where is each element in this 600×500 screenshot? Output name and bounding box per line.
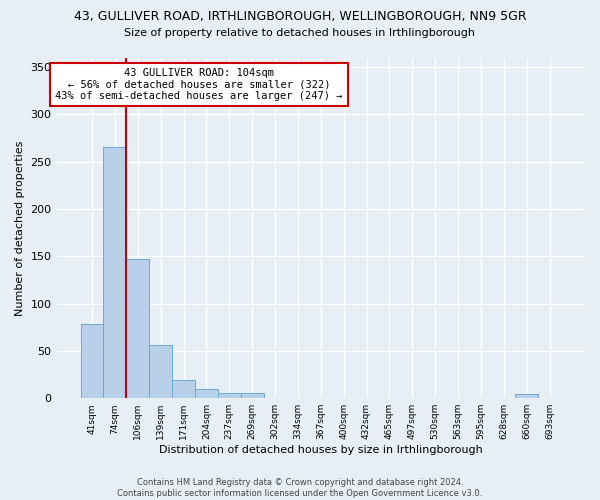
Bar bbox=[195, 388, 218, 398]
Bar bbox=[149, 345, 172, 398]
X-axis label: Distribution of detached houses by size in Irthlingborough: Distribution of detached houses by size … bbox=[159, 445, 482, 455]
Bar bbox=[241, 394, 263, 398]
Y-axis label: Number of detached properties: Number of detached properties bbox=[15, 140, 25, 316]
Bar bbox=[172, 380, 195, 398]
Text: Contains HM Land Registry data © Crown copyright and database right 2024.
Contai: Contains HM Land Registry data © Crown c… bbox=[118, 478, 482, 498]
Text: Size of property relative to detached houses in Irthlingborough: Size of property relative to detached ho… bbox=[125, 28, 476, 38]
Text: 43, GULLIVER ROAD, IRTHLINGBOROUGH, WELLINGBOROUGH, NN9 5GR: 43, GULLIVER ROAD, IRTHLINGBOROUGH, WELL… bbox=[74, 10, 526, 23]
Text: 43 GULLIVER ROAD: 104sqm
← 56% of detached houses are smaller (322)
43% of semi-: 43 GULLIVER ROAD: 104sqm ← 56% of detach… bbox=[55, 68, 343, 101]
Bar bbox=[218, 394, 241, 398]
Bar bbox=[80, 324, 103, 398]
Bar bbox=[127, 259, 149, 398]
Bar bbox=[515, 394, 538, 398]
Bar bbox=[103, 148, 127, 398]
